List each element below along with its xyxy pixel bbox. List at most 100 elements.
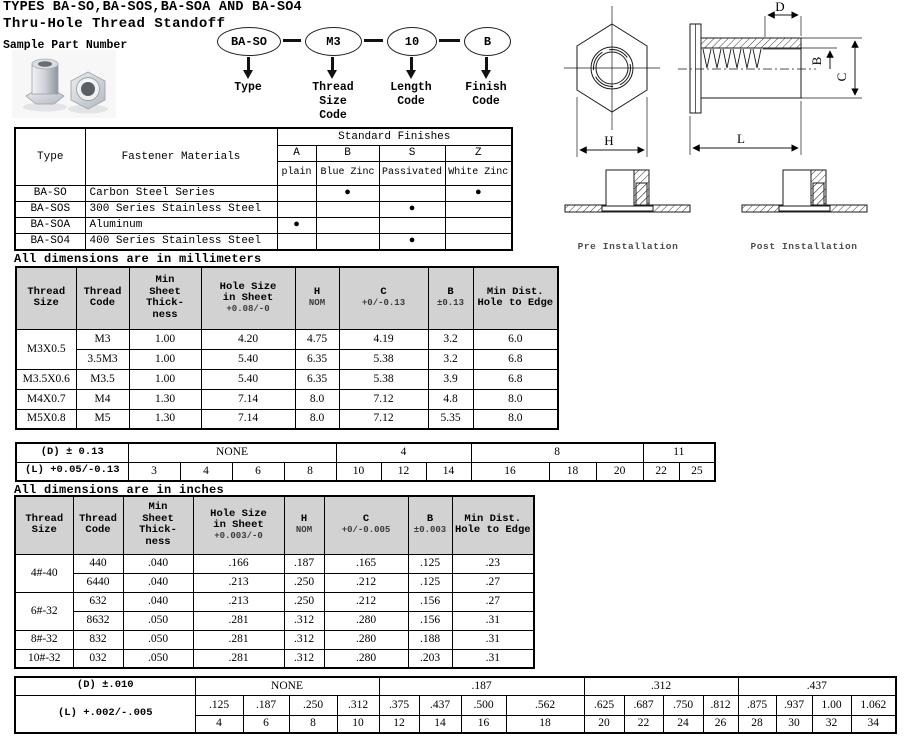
arrow-down-icon xyxy=(246,57,250,70)
mm-note: All dimensions are in millimeters xyxy=(14,252,262,266)
technical-drawing: D H L B C Pre Installation Post Installa… xyxy=(564,0,868,252)
table-cell: .281 xyxy=(192,610,285,631)
arrow-down-icon xyxy=(481,70,491,79)
table-cell: 1.30 xyxy=(128,388,202,410)
table-cell: .812 xyxy=(702,694,739,716)
arrow-down-icon xyxy=(409,57,413,70)
table-cell: .187 xyxy=(283,553,325,574)
table-cell: .250 xyxy=(283,591,325,612)
table-cell: M3.5X0.6 xyxy=(15,368,77,390)
table-cell: 8.0 xyxy=(472,408,559,430)
table-row: 8#-32 832.050.281.312.280.188.31 xyxy=(14,629,535,650)
table-cell: H NOM xyxy=(294,266,340,330)
table-cell: 8.0 xyxy=(472,388,559,410)
table-cell: Thread Size xyxy=(14,495,74,555)
table-cell: .050 xyxy=(122,610,194,631)
table-cell: M3X0.5 xyxy=(15,328,77,370)
table-cell: .250 xyxy=(283,572,325,593)
table-cell: 6#-32 xyxy=(14,591,74,631)
l-dimension-label: L xyxy=(737,131,745,146)
table-cell: 22 xyxy=(642,461,680,482)
table-cell: 6 xyxy=(231,461,285,482)
finishes-table: Type Fastener Materials Standard Finishes A… xyxy=(14,127,514,251)
table-cell: .312 xyxy=(283,610,325,631)
table-cell: .23 xyxy=(451,553,535,574)
table-cell: .125 xyxy=(407,553,453,574)
table-cell: .156 xyxy=(407,591,453,612)
table-cell: 22 xyxy=(623,714,664,734)
table-cell: Min Sheet Thick- ness xyxy=(128,266,202,330)
table-cell: 25 xyxy=(678,461,716,482)
table-cell: .750 xyxy=(662,694,704,716)
inch-note: All dimensions are in inches xyxy=(14,483,225,497)
thread-section xyxy=(812,182,825,207)
table-cell xyxy=(276,200,317,218)
table-cell: .165 xyxy=(323,553,409,574)
table-cell: Passivated xyxy=(378,160,446,186)
table-cell: .188 xyxy=(407,629,453,650)
table-cell: 6 xyxy=(242,714,290,734)
table-cell: .31 xyxy=(451,610,535,631)
table-cell: .050 xyxy=(122,648,194,669)
table-row: BA-SO Carbon Steel Series ● ● xyxy=(14,184,513,202)
page-subtitle: Thru-Hole Thread Standoff xyxy=(3,16,226,32)
table-cell: 6440 xyxy=(72,572,124,593)
table-cell: .625 xyxy=(583,694,625,716)
table-cell: 10 xyxy=(336,714,380,734)
table-cell: Hole Size in Sheet +0.003/-0 xyxy=(192,495,285,555)
table-cell: .280 xyxy=(323,629,409,650)
part-code-oval-finish: B xyxy=(464,27,511,56)
standoff-hole xyxy=(81,82,95,96)
table-row: Type Fastener Materials Standard Finishes xyxy=(14,127,513,186)
table-cell: 1.00 xyxy=(128,328,202,350)
table-cell: .875 xyxy=(737,694,777,716)
b-dimension-label: B xyxy=(809,56,824,65)
table-cell xyxy=(444,216,513,234)
table-cell: 6.35 xyxy=(294,368,340,390)
table-cell: M5X0.8 xyxy=(15,408,77,430)
table-cell: Z xyxy=(444,144,513,162)
table-cell: BA-SOS xyxy=(14,200,86,218)
photo-shadow xyxy=(23,102,67,112)
part-code-text: BA-SO xyxy=(230,34,267,49)
table-cell: Thread Code xyxy=(72,495,124,555)
pre-installation-figure xyxy=(564,169,691,213)
table-cell: Thread Code xyxy=(75,266,130,330)
arrow-down-icon xyxy=(327,70,337,79)
table-cell: 4.19 xyxy=(338,328,429,350)
metric-length-code-table: (D) ± 0.13 NONE 4 8 11 (L) +0.05/-0.13 3 4 6 8 10 1… xyxy=(15,442,717,482)
table-cell: 7.14 xyxy=(200,408,296,430)
table-cell: 300 Series Stainless Steel xyxy=(84,200,278,218)
table-cell: plain xyxy=(276,160,317,186)
table-cell: 5.35 xyxy=(427,408,474,430)
dash-separator xyxy=(364,39,383,42)
table-cell: .212 xyxy=(323,572,409,593)
thread-profile xyxy=(702,48,762,69)
table-cell: 632 xyxy=(72,591,124,612)
table-cell: Fastener Materials xyxy=(84,127,278,186)
table-cell: 20 xyxy=(583,714,625,734)
arrow-down-icon xyxy=(331,57,334,70)
table-cell: .125 xyxy=(407,572,453,593)
inch-length-code-table: (D) ±.010 NONE .187.312.437 (L) +.002/-.005… xyxy=(14,676,898,734)
table-cell: 11 xyxy=(642,442,716,463)
table-cell: .040 xyxy=(122,572,194,593)
table-row: (L) +0.05/-0.13 3 4 6 8 10 12 14 16 18 20 22 25 xyxy=(15,461,716,482)
table-row: M3X0.5 M3 1.00 4.20 4.75 4.19 3.2 6.0 xyxy=(15,328,559,370)
table-row: 6440.040.213.250.212.125.27 xyxy=(15,572,535,593)
dash-separator xyxy=(439,39,460,42)
table-cell: B ±0.003 xyxy=(407,495,453,555)
table-row: BA-SOS 300 Series Stainless Steel ● xyxy=(14,200,513,218)
table-cell: NONE xyxy=(127,442,337,463)
table-cell: M4 xyxy=(75,388,130,410)
part-code-oval-thread: M3 xyxy=(305,27,362,56)
table-cell: 5.40 xyxy=(200,368,296,390)
table-cell: ● xyxy=(276,216,317,234)
table-cell: 28 xyxy=(737,714,777,734)
table-cell: ● xyxy=(378,232,446,251)
table-cell: 3.9 xyxy=(427,368,474,390)
table-cell xyxy=(444,200,513,218)
table-cell: .31 xyxy=(451,629,535,650)
